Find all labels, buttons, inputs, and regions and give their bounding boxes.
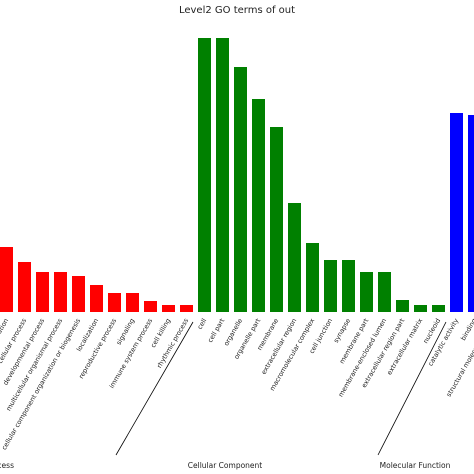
bar: [468, 115, 474, 312]
group-separator: [115, 321, 194, 456]
group-label: Cellular Component: [188, 461, 263, 470]
bar: [324, 260, 337, 312]
bar: [360, 272, 373, 312]
group-label: Biological Process: [0, 461, 14, 470]
bar: [198, 38, 211, 312]
x-tick-label: cell: [196, 317, 209, 331]
bar: [270, 127, 283, 312]
bar: [432, 305, 445, 312]
bar: [450, 113, 463, 312]
x-tick-label: binding: [459, 317, 474, 342]
group-label: Molecular Function: [380, 461, 451, 470]
bar: [0, 247, 13, 312]
group-separator: [377, 321, 447, 456]
bar: [216, 38, 229, 312]
bar: [342, 260, 355, 312]
bar: [180, 305, 193, 312]
bar: [54, 272, 67, 312]
bar: [252, 99, 265, 312]
bar: [306, 243, 319, 312]
bar: [234, 67, 247, 312]
bar: [72, 276, 85, 312]
bar: [396, 300, 409, 312]
chart-title: Level2 GO terms of out: [179, 5, 295, 16]
bar: [18, 262, 31, 312]
bar: [90, 285, 103, 312]
bar: [126, 293, 139, 312]
bar: [36, 272, 49, 312]
bar: [162, 305, 175, 312]
bar: [414, 305, 427, 312]
bar: [108, 293, 121, 312]
bar: [288, 203, 301, 312]
bar: [144, 301, 157, 312]
bar: [378, 272, 391, 312]
